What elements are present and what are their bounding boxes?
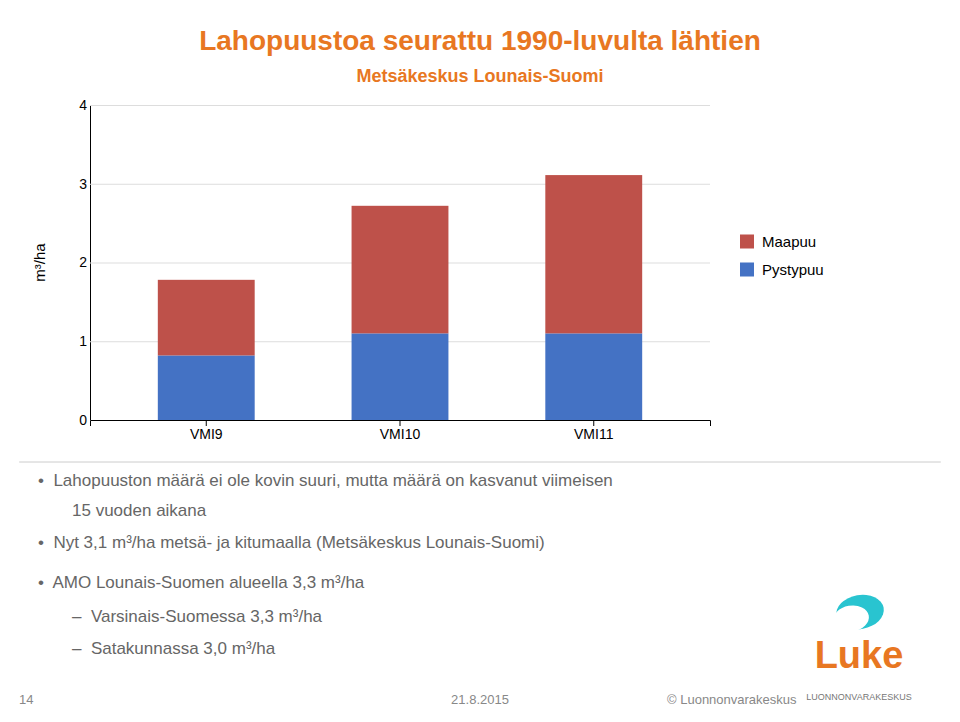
legend-item: Pystypuu: [740, 261, 824, 278]
chart: Lahopuustoa seurattu 1990-luvulta lähtie…: [0, 0, 960, 722]
bar-segment: [545, 333, 642, 420]
x-tick: VMI9: [190, 420, 223, 442]
bar-segment: [158, 280, 255, 356]
grid-line: [90, 105, 710, 106]
logo-subtext: LUONNONVARAKESKUS: [806, 692, 911, 702]
footer: © Luonnonvarakeskus: [667, 692, 797, 707]
bullet: • Nyt 3,1 m³/ha metsä- ja kitumaalla (Me…: [38, 533, 545, 552]
y-axis: 0 1 2 3 4: [79, 97, 710, 428]
separator: [19, 462, 941, 463]
bar-segment: [352, 206, 449, 334]
bullet: • Lahopuuston määrä ei ole kovin suuri, …: [38, 471, 613, 490]
y-tick-label: 1: [79, 333, 87, 349]
bars: [158, 175, 642, 420]
bar-segment: [158, 355, 255, 420]
x-tick: VMI11: [574, 420, 614, 442]
legend: Maapuu Pystypuu: [740, 233, 824, 278]
footer: 21.8.2015: [451, 692, 509, 707]
logo-text: Luke: [815, 634, 904, 676]
y-tick-label: 0: [79, 412, 87, 428]
legend-swatch: [740, 263, 754, 277]
y-tick-label: 2: [79, 254, 87, 270]
sub-bullet: – Varsinais-Suomessa 3,3 m³/ha: [72, 607, 323, 626]
y-tick: 4: [79, 97, 710, 113]
y-tick-label: 4: [79, 97, 87, 113]
footer: 14: [19, 692, 33, 707]
bullet: 15 vuoden aikana: [72, 501, 207, 520]
logo-leaf: [831, 591, 887, 634]
x-tick-label: VMI9: [190, 426, 223, 442]
title: Lahopuustoa seurattu 1990-luvulta lähtie…: [199, 25, 761, 56]
plot-area: 0 1 2 3 4 m³/ha VMI9 VMI10 VMI11: [31, 97, 711, 442]
legend-label: Maapuu: [762, 233, 816, 250]
x-tick-label: VMI10: [380, 426, 421, 442]
subtitle: Metsäkeskus Lounais-Suomi: [356, 66, 603, 86]
x-tick: VMI10: [380, 420, 421, 442]
y-axis-title: m³/ha: [31, 243, 48, 282]
x-axis: VMI9 VMI10 VMI11: [91, 420, 711, 442]
y-tick-label: 3: [79, 176, 87, 192]
sub-bullet: – Satakunnassa 3,0 m³/ha: [72, 639, 276, 658]
bar-segment: [545, 175, 642, 333]
legend-label: Pystypuu: [762, 261, 824, 278]
y-axis-line: [91, 106, 711, 421]
legend-swatch: [740, 235, 754, 249]
x-tick-label: VMI11: [574, 426, 614, 442]
legend-item: Maapuu: [740, 233, 816, 250]
bullet: • AMO Lounais-Suomen alueella 3,3 m³/ha: [38, 573, 365, 592]
logo-leaf-cutout: [831, 603, 871, 635]
bar-segment: [352, 333, 449, 420]
